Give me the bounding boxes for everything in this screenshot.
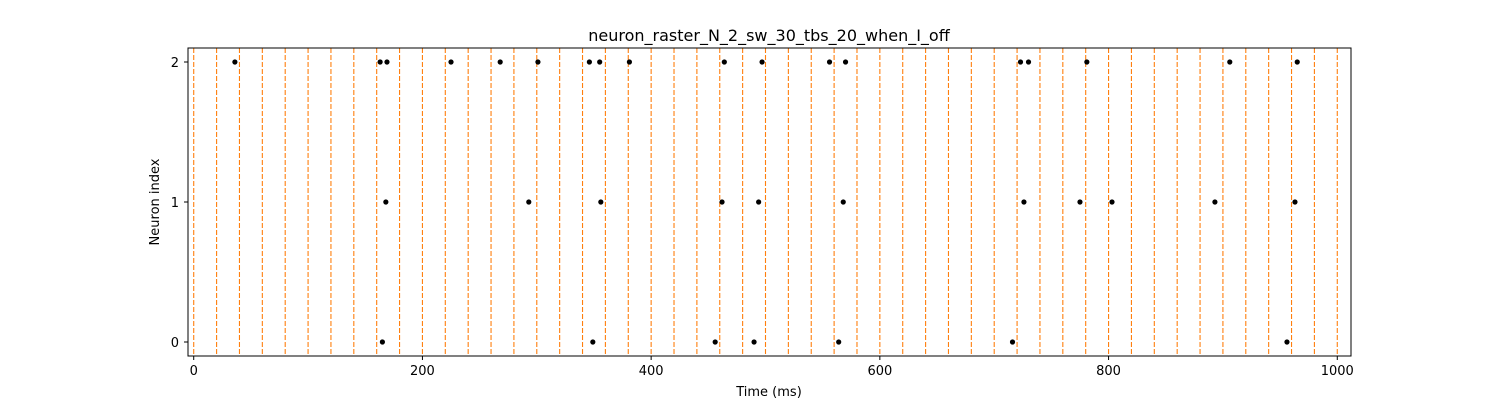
spike-point	[719, 199, 725, 205]
spike-point	[377, 59, 383, 65]
y-tick-label: 1	[171, 196, 179, 211]
spike-point	[1284, 339, 1290, 345]
chart-title: neuron_raster_N_2_sw_30_tbs_20_when_I_of…	[588, 26, 950, 46]
spike-point	[384, 59, 390, 65]
x-axis-ticks: 0 200 400 600 800 1000	[190, 356, 1354, 379]
y-axis-label: Neuron index	[148, 158, 163, 245]
spike-point	[590, 339, 596, 345]
spike-point	[1017, 59, 1024, 65]
spike-point	[1009, 339, 1016, 345]
spike-point	[1227, 59, 1233, 65]
spike-point	[1021, 199, 1027, 205]
spike-point	[826, 59, 833, 65]
x-tick-label: 800	[1096, 364, 1121, 379]
x-tick-label: 400	[639, 364, 664, 379]
spike-point	[712, 339, 718, 345]
spike-point	[379, 339, 386, 345]
y-tick-label: 2	[171, 56, 179, 71]
spike-point	[1294, 59, 1300, 65]
spike-point	[586, 59, 592, 65]
spike-point	[1077, 199, 1083, 205]
x-tick-label: 0	[190, 364, 198, 379]
spike-point	[1292, 199, 1298, 205]
y-tick-label: 0	[171, 336, 179, 351]
spike-point	[756, 199, 762, 205]
spike-point	[836, 339, 842, 345]
spike-point	[535, 59, 541, 65]
spike-point	[1109, 199, 1115, 205]
spike-point	[759, 59, 765, 65]
spike-point	[526, 199, 532, 205]
plot-frame	[187, 47, 1352, 357]
x-tick-label: 600	[867, 364, 892, 379]
time-bin-lines	[193, 48, 1338, 356]
spike-point	[626, 59, 633, 65]
spike-point	[751, 339, 757, 345]
spike-point	[232, 59, 238, 65]
x-axis-label: Time (ms)	[735, 385, 802, 400]
y-axis-ticks: 0 1 2	[171, 56, 188, 351]
spike-point	[598, 199, 604, 205]
spike-point	[497, 59, 503, 65]
x-tick-label: 1000	[1321, 364, 1354, 379]
spike-points	[232, 59, 1300, 345]
spike-point	[840, 199, 846, 205]
x-tick-label: 200	[410, 364, 435, 379]
spike-point	[597, 59, 603, 65]
spike-point	[1212, 199, 1218, 205]
spike-point	[383, 199, 389, 205]
spike-point	[1084, 59, 1090, 65]
spike-point	[721, 59, 727, 65]
spike-point	[448, 59, 454, 65]
spike-point	[1025, 59, 1032, 65]
spike-point	[842, 59, 849, 65]
